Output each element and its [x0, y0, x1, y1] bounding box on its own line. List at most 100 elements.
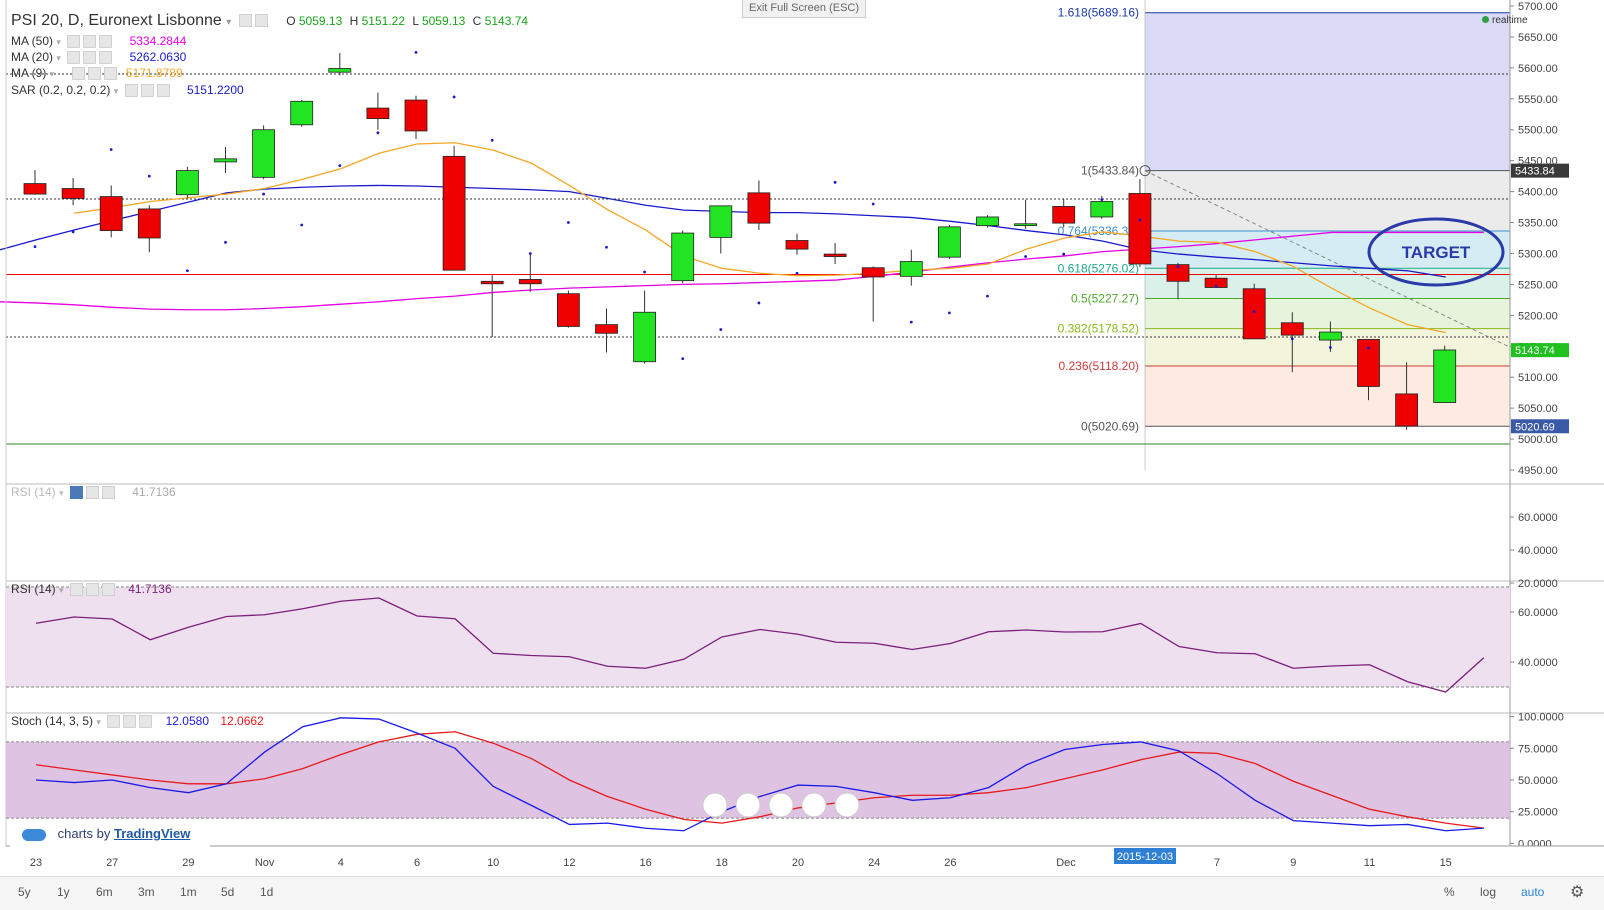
auto-toggle[interactable]: auto — [1521, 885, 1545, 899]
price-axis-label: 5350.00 — [1518, 218, 1558, 230]
eye-icon[interactable] — [71, 67, 85, 81]
sar-dot — [1290, 337, 1294, 341]
time-axis-label: 9 — [1290, 857, 1296, 869]
eye-icon[interactable] — [67, 35, 81, 49]
time-axis-label: 24 — [868, 857, 880, 869]
time-axis-label: 6 — [414, 857, 420, 869]
candle-body — [1280, 322, 1304, 336]
time-axis-label: 7 — [1214, 857, 1220, 869]
tradingview-branding[interactable]: charts by TradingView — [10, 820, 210, 848]
rsi1-value: 41.7136 — [132, 485, 176, 499]
close-icon[interactable] — [139, 715, 153, 729]
price-axis-label: 4950.00 — [1518, 465, 1558, 477]
candle-body — [214, 158, 237, 163]
gear-icon[interactable] — [85, 486, 99, 500]
eye-icon[interactable] — [238, 14, 252, 28]
eye-icon[interactable] — [124, 84, 138, 98]
ma20-label[interactable]: MA (20) — [11, 50, 54, 64]
stoch-k-value: 12.0580 — [165, 714, 209, 728]
timeframe-1d[interactable]: 1d — [260, 885, 274, 899]
percent-toggle[interactable]: % — [1444, 885, 1455, 899]
main-legend: PSI 20, D, Euronext Lisbonne ▾ O 5059.13… — [11, 12, 528, 30]
candle-body — [328, 68, 352, 73]
gear-icon[interactable] — [140, 84, 154, 98]
close-icon[interactable] — [99, 35, 113, 49]
stoch-axis-label: 100.0000 — [1518, 712, 1564, 724]
eye-icon[interactable] — [107, 715, 121, 729]
rsi2-axis-label: 60.0000 — [1518, 607, 1558, 619]
stoch-d-value: 12.0662 — [220, 714, 264, 728]
timeframe-5y[interactable]: 5y — [18, 885, 31, 899]
tradingview-link[interactable]: TradingView — [114, 826, 191, 841]
timeframe-6m[interactable]: 6m — [96, 885, 113, 899]
scroll-right-icon — [834, 792, 860, 818]
stoch-axis-label: 75.0000 — [1518, 743, 1558, 755]
close-icon[interactable] — [101, 486, 115, 500]
ma50-label[interactable]: MA (50) — [11, 34, 54, 48]
sar-dot — [224, 240, 227, 244]
candle-body — [366, 107, 390, 119]
candle-body — [1166, 264, 1190, 282]
close-icon[interactable] — [156, 84, 170, 98]
sar-value: 5151.2200 — [186, 83, 244, 97]
gear-icon[interactable] — [123, 715, 137, 729]
rsi2-label[interactable]: RSI (14) — [11, 582, 56, 596]
low-label: L — [412, 14, 419, 28]
gear-icon[interactable] — [254, 14, 268, 28]
eye-icon[interactable] — [69, 486, 83, 500]
stoch-axis-label: 25.0000 — [1518, 807, 1558, 819]
gear-icon[interactable] — [85, 583, 99, 597]
close-icon[interactable] — [101, 583, 115, 597]
time-axis-label: 10 — [487, 857, 499, 869]
price-box — [1511, 163, 1569, 178]
time-axis-label: Dec — [1056, 857, 1076, 869]
time-axis-label: 29 — [182, 857, 194, 869]
chevron-down-icon[interactable]: ▾ — [56, 53, 61, 63]
close-icon[interactable] — [99, 51, 113, 65]
chevron-down-icon[interactable]: ▾ — [113, 86, 119, 96]
chevron-down-icon[interactable]: ▾ — [59, 488, 64, 498]
chevron-down-icon[interactable]: ▾ — [56, 37, 61, 47]
crosshair-date-label: 2015-12-03 — [1117, 851, 1173, 863]
chevron-down-icon[interactable]: ▾ — [226, 17, 232, 28]
sar-dot — [414, 51, 418, 54]
sar-label[interactable]: SAR (0.2, 0.2, 0.2) — [11, 83, 111, 97]
ma9-label[interactable]: MA (9) — [11, 66, 47, 80]
bottom-toolbar: 5y 1y 6m 3m 1m 5d 1d % log auto ⚙ — [0, 876, 1604, 910]
eye-icon[interactable] — [69, 583, 83, 597]
candle-body — [404, 99, 428, 132]
timeframe-3m[interactable]: 3m — [138, 885, 155, 899]
timeframe-1m[interactable]: 1m — [180, 885, 197, 899]
scroll-left-icon — [702, 792, 728, 818]
rsi1-axis-label: 60.0000 — [1518, 512, 1558, 524]
price-axis-label: 5600.00 — [1518, 63, 1558, 75]
symbol-title[interactable]: PSI 20, D, Euronext Lisbonne — [11, 12, 222, 29]
gear-icon[interactable] — [83, 51, 97, 65]
stoch-legend: Stoch (14, 3, 5) ▾ 12.0580 12.0662 — [11, 714, 264, 729]
close-icon[interactable] — [103, 67, 117, 81]
gear-icon[interactable] — [83, 35, 97, 49]
candle-body — [976, 216, 999, 227]
chevron-down-icon[interactable]: ▾ — [49, 69, 55, 79]
stoch-label[interactable]: Stoch (14, 3, 5) — [11, 714, 94, 728]
time-axis-label: 15 — [1440, 857, 1452, 869]
price-axis-label: 5250.00 — [1518, 279, 1558, 291]
rsi1-label[interactable]: RSI (14) — [11, 485, 56, 499]
timeframe-5d[interactable]: 5d — [221, 885, 235, 899]
sar-dot — [1252, 310, 1256, 314]
trendline-anchor-icon — [1139, 165, 1151, 177]
sar-dot — [1214, 284, 1218, 288]
sar-dot — [147, 174, 151, 178]
log-toggle[interactable]: log — [1480, 885, 1497, 899]
settings-gear-icon[interactable]: ⚙ — [1570, 884, 1585, 901]
eye-icon[interactable] — [67, 51, 81, 65]
candle-body — [1090, 201, 1114, 218]
exit-fullscreen-button[interactable]: Exit Full Screen (ESC) — [742, 0, 866, 18]
time-axis-label: 12 — [563, 857, 575, 869]
gear-icon[interactable] — [87, 67, 101, 81]
chevron-down-icon[interactable]: ▾ — [59, 585, 64, 595]
chevron-down-icon[interactable]: ▾ — [96, 717, 101, 727]
timeframe-1y[interactable]: 1y — [57, 885, 70, 899]
